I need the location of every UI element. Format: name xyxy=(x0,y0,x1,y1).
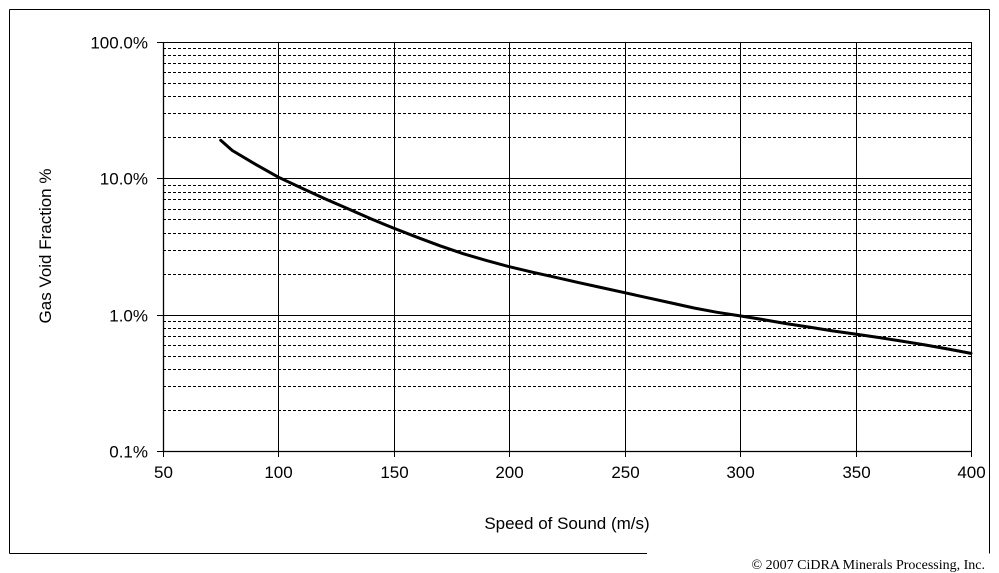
x-tick-labels: 50 100 150 200 250 300 350 400 xyxy=(154,463,986,482)
major-gridlines xyxy=(163,42,972,452)
x-tick-label: 50 xyxy=(154,463,173,482)
y-tick-label: 10.0% xyxy=(100,170,148,189)
x-tick-label: 150 xyxy=(380,463,408,482)
x-tick-label: 250 xyxy=(611,463,639,482)
x-tick-label: 200 xyxy=(495,463,523,482)
x-axis-title: Speed of Sound (m/s) xyxy=(484,514,649,533)
y-tick-label: 0.1% xyxy=(109,443,148,462)
y-axis-title: Gas Void Fraction % xyxy=(36,169,55,324)
x-tick-label: 350 xyxy=(842,463,870,482)
copyright-notice: © 2007 CiDRA Minerals Processing, Inc. xyxy=(752,558,985,573)
chart-border xyxy=(9,9,990,554)
series-line xyxy=(219,138,973,355)
minor-gridlines xyxy=(163,48,971,411)
y-tick-label: 100.0% xyxy=(90,34,148,53)
plot-axes xyxy=(157,42,972,457)
y-tick-label: 1.0% xyxy=(109,307,148,326)
x-tick-label: 300 xyxy=(726,463,754,482)
y-tick-labels: 0.1% 1.0% 10.0% 100.0% xyxy=(90,34,148,462)
x-tick-label: 400 xyxy=(957,463,985,482)
data-series xyxy=(219,138,973,355)
x-tick-label: 100 xyxy=(264,463,292,482)
